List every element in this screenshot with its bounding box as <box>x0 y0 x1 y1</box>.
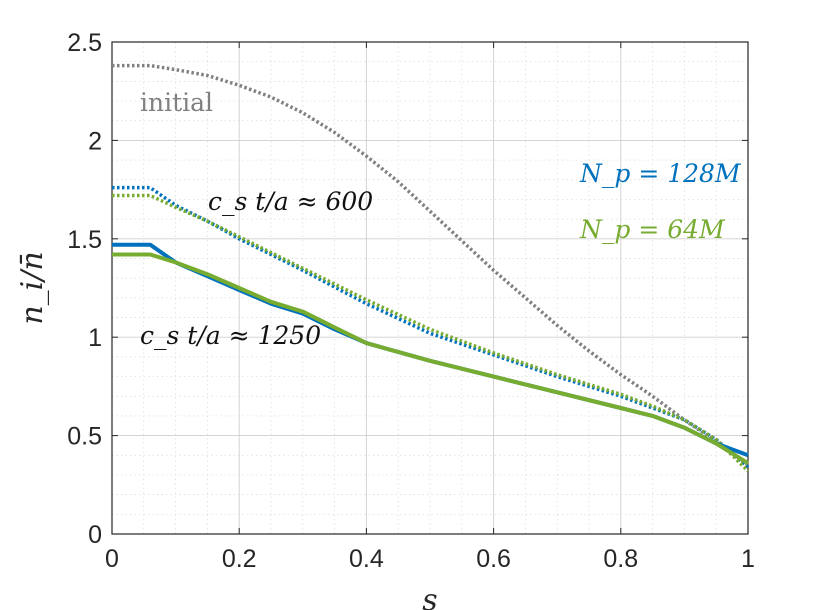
x-axis-label: s <box>422 583 437 610</box>
y-tick-label: 2 <box>88 127 102 155</box>
annotation-np128: N_p = 128M <box>579 159 742 188</box>
plot-frame <box>111 41 749 535</box>
annotation-t600: c_s t/a ≈ 600 <box>208 187 373 216</box>
y-tick-label: 0.5 <box>67 423 102 451</box>
y-axis-label: n_i/n̄ <box>15 251 50 324</box>
x-tick-label: 0.4 <box>349 545 384 573</box>
series-line-green-dotted <box>112 193 750 473</box>
x-tick-label: 0.2 <box>222 545 257 573</box>
y-tick-label: 1.5 <box>67 226 102 254</box>
series-line-gray-dotted <box>112 63 750 467</box>
y-tick-label: 2.5 <box>67 29 102 57</box>
annotation-initial: initial <box>140 88 213 117</box>
annotation-t1250: c_s t/a ≈ 1250 <box>140 321 321 350</box>
y-tick-label: 1 <box>88 324 102 352</box>
x-tick-label: 0 <box>105 545 119 573</box>
series-line-green-solid <box>112 252 750 465</box>
x-tick-label: 1 <box>741 545 755 573</box>
annotation-np64: N_p = 64M <box>579 215 726 244</box>
x-tick-label: 0.6 <box>476 545 511 573</box>
axis-ticks: 0 0.2 0.4 0.6 0.8 1 0 0.5 1 1.5 2 2.5 <box>67 29 755 573</box>
x-tick-label: 0.8 <box>603 545 638 573</box>
y-tick-label: 0 <box>88 521 102 549</box>
series-lines <box>112 63 750 473</box>
